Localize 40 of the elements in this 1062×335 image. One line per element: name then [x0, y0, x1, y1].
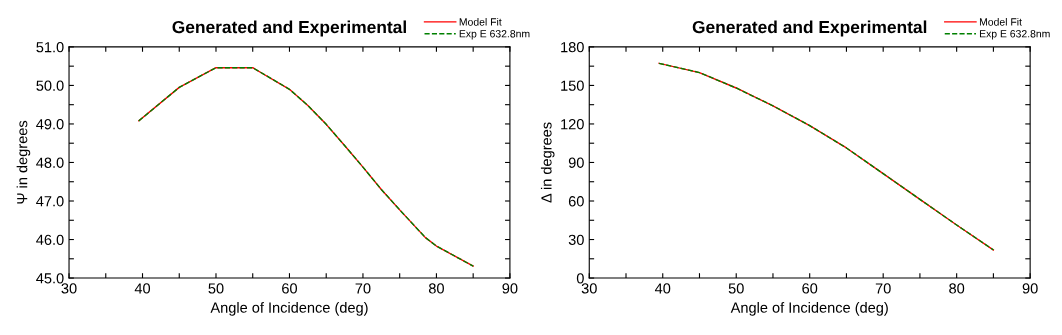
line-series — [138, 67, 474, 267]
y-tick-label: 30 — [568, 234, 584, 245]
y-tick-label: 46.0 — [36, 234, 64, 245]
legend-label: Model Fit — [979, 17, 1022, 26]
legend-label: Exp E 632.8nm — [459, 30, 530, 40]
y-tick-label: 180 — [561, 42, 584, 53]
y-tick-label: 0 — [576, 273, 584, 284]
y-tick-label: 90 — [568, 157, 584, 168]
y-tick-label: 60 — [568, 196, 584, 207]
y-tick-label: 47.0 — [36, 196, 64, 207]
y-tick-label: 48.0 — [36, 157, 64, 168]
y-tick-label: 51.0 — [36, 42, 64, 53]
chart-title: Generated and Experimental — [172, 20, 406, 37]
x-tick-label: 70 — [355, 283, 371, 294]
x-tick-label: 90 — [1022, 283, 1038, 294]
y-axis-title: Δ in degrees — [540, 122, 555, 203]
x-axis-title: Angle of Incidence (deg) — [210, 302, 368, 316]
x-tick-label: 60 — [282, 283, 298, 294]
line-series — [658, 62, 995, 251]
x-tick-label: 90 — [502, 283, 518, 294]
y-tick-label: 49.0 — [36, 119, 64, 130]
y-tick-label: 120 — [561, 119, 584, 130]
legend-label: Exp E 632.8nm — [979, 30, 1050, 40]
x-tick-label: 40 — [134, 283, 151, 294]
x-tick-label: 80 — [949, 283, 965, 294]
x-tick-label: 30 — [581, 283, 597, 294]
x-tick-label: 50 — [208, 283, 224, 294]
x-tick-label: 50 — [728, 283, 744, 294]
x-axis-title: Angle of Incidence (deg) — [730, 302, 888, 316]
y-tick-label: 50.0 — [36, 80, 64, 91]
y-tick-label: 45.0 — [36, 273, 64, 284]
x-tick-label: 70 — [875, 283, 891, 294]
x-tick-label: 80 — [428, 283, 444, 294]
x-tick-label: 60 — [802, 283, 818, 294]
legend-label: Model Fit — [459, 17, 502, 26]
chart-title: Generated and Experimental — [692, 20, 927, 37]
x-tick-label: 30 — [61, 283, 77, 294]
y-axis-title: Ψ in degrees — [16, 120, 31, 204]
x-tick-label: 40 — [654, 283, 671, 294]
y-tick-label: 150 — [561, 80, 584, 91]
